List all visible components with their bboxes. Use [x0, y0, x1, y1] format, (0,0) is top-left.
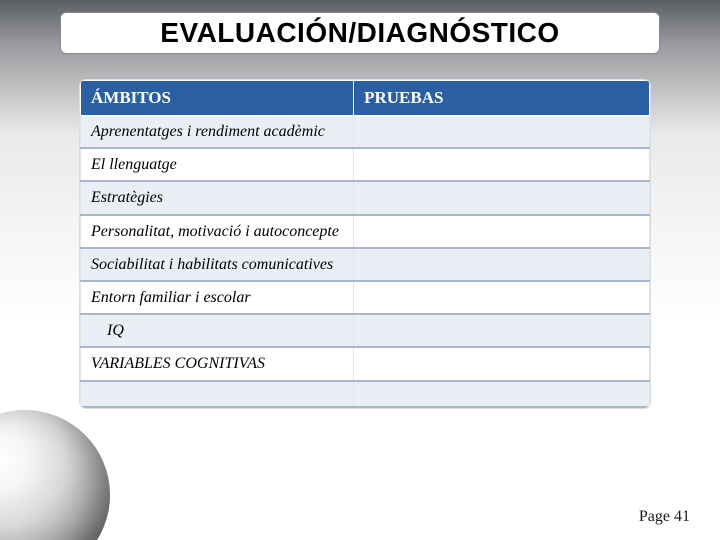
table-header-row: ÁMBITOS PRUEBAS: [81, 81, 650, 116]
cell-ambito: Entorn familiar i escolar: [81, 281, 354, 314]
col-header-pruebas: PRUEBAS: [354, 81, 650, 116]
title-bar: EVALUACIÓN/DIAGNÓSTICO: [60, 12, 660, 54]
cell-ambito: Personalitat, motivació i autoconcepte: [81, 215, 354, 248]
cell-prueba: [354, 281, 650, 314]
decorative-sphere: [0, 410, 110, 540]
cell-ambito: Estratègies: [81, 181, 354, 214]
table-container: ÁMBITOS PRUEBAS Aprenentatges i rendimen…: [80, 80, 650, 408]
table-row: Personalitat, motivació i autoconcepte: [81, 215, 650, 248]
cell-prueba: [354, 181, 650, 214]
cell-prueba: [354, 347, 650, 380]
table-row: El llenguatge: [81, 148, 650, 181]
cell-prueba: [354, 381, 650, 407]
slide: EVALUACIÓN/DIAGNÓSTICO ÁMBITOS PRUEBAS A…: [0, 0, 720, 540]
col-header-ambitos: ÁMBITOS: [81, 81, 354, 116]
cell-prueba: [354, 248, 650, 281]
table-row: IQ: [81, 314, 650, 347]
cell-ambito: [81, 381, 354, 407]
table-row: Sociabilitat i habilitats comunicatives: [81, 248, 650, 281]
cell-ambito: VARIABLES COGNITIVAS: [81, 347, 354, 380]
evaluation-table: ÁMBITOS PRUEBAS Aprenentatges i rendimen…: [80, 80, 650, 408]
page-number: Page 41: [639, 508, 690, 526]
cell-prueba: [354, 215, 650, 248]
table-row: Entorn familiar i escolar: [81, 281, 650, 314]
table-row: [81, 381, 650, 407]
cell-prueba: [354, 314, 650, 347]
slide-title: EVALUACIÓN/DIAGNÓSTICO: [73, 17, 647, 49]
table-row: VARIABLES COGNITIVAS: [81, 347, 650, 380]
table-row: Aprenentatges i rendiment acadèmic: [81, 116, 650, 149]
cell-ambito: Aprenentatges i rendiment acadèmic: [81, 116, 354, 149]
cell-prueba: [354, 148, 650, 181]
cell-ambito: El llenguatge: [81, 148, 354, 181]
cell-prueba: [354, 116, 650, 149]
cell-ambito: IQ: [81, 314, 354, 347]
table-row: Estratègies: [81, 181, 650, 214]
cell-ambito: Sociabilitat i habilitats comunicatives: [81, 248, 354, 281]
